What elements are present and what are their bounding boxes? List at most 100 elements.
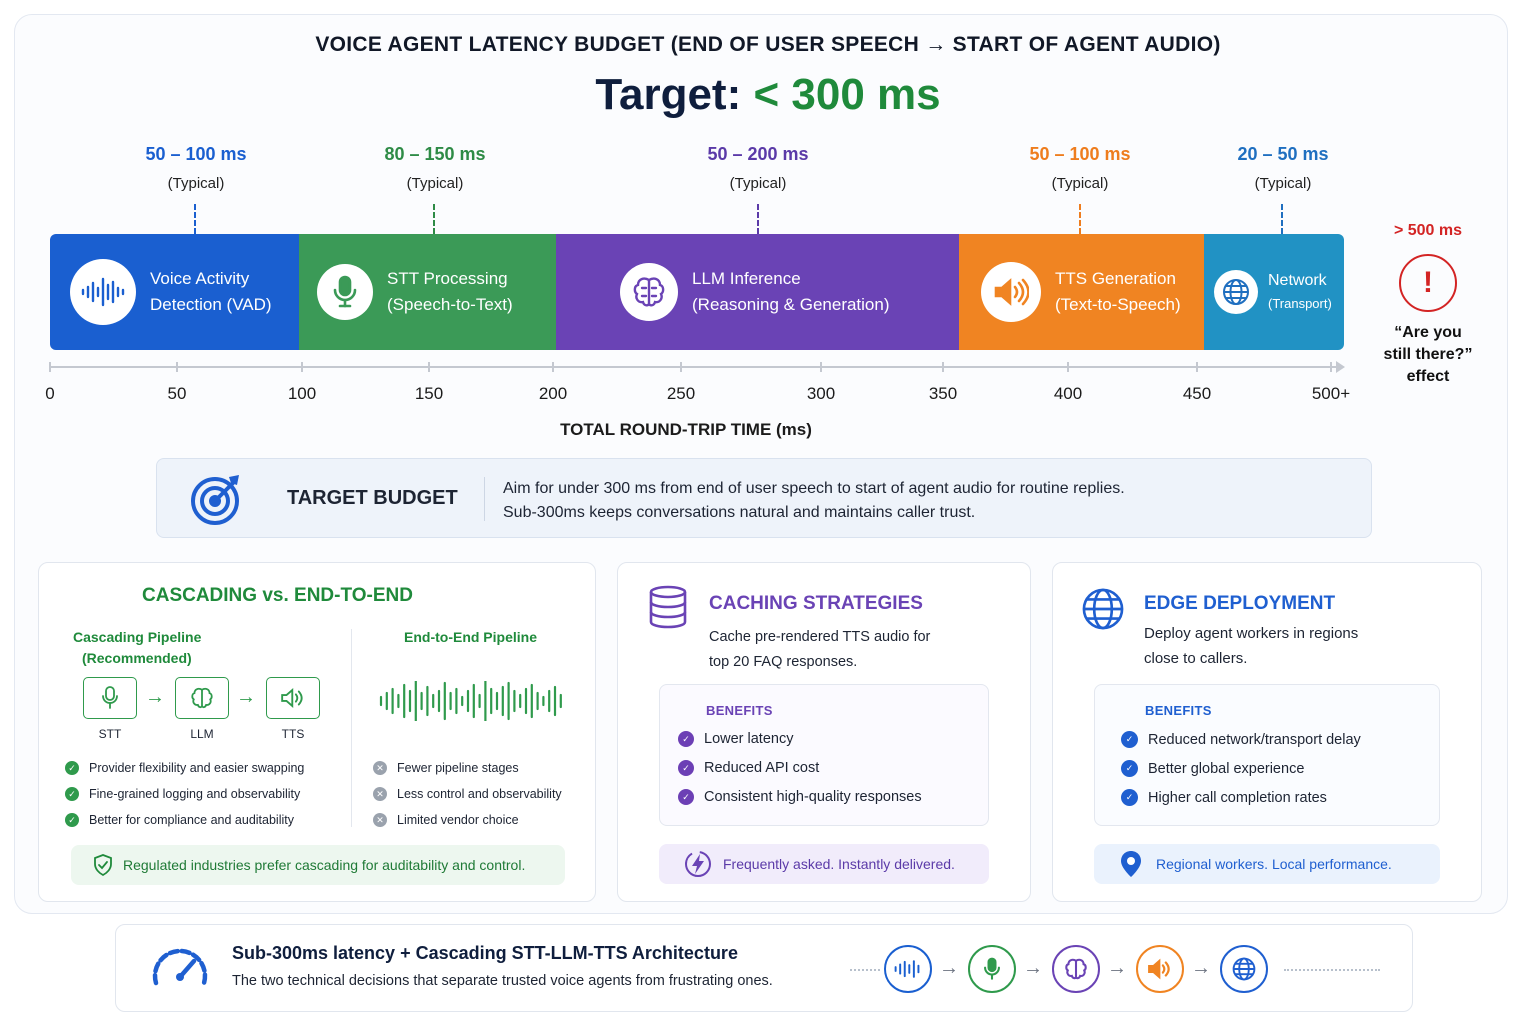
check-icon: ✓ [678, 760, 694, 776]
segment-network: Network (Transport) [1204, 234, 1344, 350]
stt-step-box [83, 677, 137, 719]
range-typical: (Typical) [406, 175, 464, 192]
budget-text: Aim for under 300 ms from end of user sp… [503, 477, 1125, 525]
segment-line2: Detection (VAD) [150, 295, 272, 314]
range-stt: 80 – 150 ms (Typical) [335, 144, 535, 192]
location-pin-icon [1121, 851, 1141, 877]
segment-line1: Network [1268, 272, 1327, 289]
arrow-right-icon: → [1191, 957, 1211, 979]
summary-banner: Sub-300ms latency + Cascading STT-LLM-TT… [115, 924, 1413, 1012]
benefits-heading: BENEFITS [1145, 703, 1212, 718]
axis-tick-mark [49, 362, 51, 372]
budget-title: TARGET BUDGET [287, 487, 458, 509]
target-icon [189, 473, 245, 532]
alert-icon: ! [1399, 254, 1457, 312]
microphone-icon [968, 945, 1016, 993]
benefit-item: ✓ Higher call completion rates [1121, 789, 1327, 806]
segment-stt: STT Processing (Speech-to-Text) [299, 234, 557, 350]
range-value: 50 – 100 ms [145, 144, 247, 164]
lightning-icon [685, 851, 711, 877]
cascading-heading: Cascading Pipeline (Recommended) [73, 627, 201, 669]
edge-footer: Regional workers. Local performance. [1094, 844, 1440, 884]
axis-tick-mark [1067, 362, 1069, 372]
range-network: 20 – 50 ms (Typical) [1183, 144, 1383, 192]
divider [484, 477, 485, 521]
cascading-footer: Regulated industries prefer cascading fo… [71, 845, 565, 885]
range-connector [1281, 204, 1283, 234]
pro-item: ✓ Better for compliance and auditability [65, 813, 294, 827]
summary-title: Sub-300ms latency + Cascading STT-LLM-TT… [232, 943, 738, 963]
globe-icon [1081, 587, 1125, 636]
axis-tick-label: 400 [1053, 384, 1083, 403]
segment-vad: Voice Activity Detection (VAD) [50, 234, 300, 350]
tts-step-box [266, 677, 320, 719]
cascading-heading-line1: Cascading Pipeline [73, 629, 202, 645]
x-icon: ✕ [373, 761, 387, 775]
axis-tick-mark [942, 362, 944, 372]
axis-tick-label: 350 [928, 384, 958, 403]
segment-label: Network (Transport) [1268, 269, 1332, 315]
summary-subtitle: The two technical decisions that separat… [232, 973, 773, 989]
globe-icon [1220, 945, 1268, 993]
target-heading: Target: < 300 ms [0, 70, 1536, 120]
axis-tick-mark [301, 362, 303, 372]
check-icon: ✓ [678, 789, 694, 805]
latency-warning: > 500 ms ! “Are you still there?” effect [1376, 222, 1480, 388]
segment-line2: (Reasoning & Generation) [692, 295, 890, 314]
axis-tick-label: 200 [538, 384, 568, 403]
segment-line1: Voice Activity [150, 269, 250, 288]
edge-benefits: BENEFITS ✓ Reduced network/transport dela… [1094, 684, 1440, 826]
benefit-item: ✓ Reduced network/transport delay [1121, 731, 1361, 748]
page-title: VOICE AGENT LATENCY BUDGET (END OF USER … [315, 33, 1221, 56]
e2e-heading: End-to-End Pipeline [404, 629, 537, 645]
segment-line2: (Speech-to-Text) [387, 295, 513, 314]
segment-line1: TTS Generation [1055, 269, 1176, 288]
con-item: ✕ Limited vendor choice [373, 813, 519, 827]
cascading-card: CASCADING vs. END-TO-END Cascading Pipel… [38, 562, 596, 902]
waveform-icon [70, 259, 136, 325]
segment-line2: (Text-to-Speech) [1055, 295, 1181, 314]
range-value: 50 – 100 ms [1029, 144, 1131, 164]
edge-description: Deploy agent workers in regions close to… [1144, 625, 1359, 667]
pro-item: ✓ Provider flexibility and easier swappin… [65, 761, 304, 775]
microphone-icon [317, 264, 373, 320]
caching-description: Cache pre-rendered TTS audio for top 20 … [709, 629, 931, 670]
warning-threshold: > 500 ms [1393, 222, 1463, 239]
axis-tick-label: 0 [45, 384, 55, 403]
cascading-title: CASCADING vs. END-TO-END [142, 585, 413, 606]
range-vad: 50 – 100 ms (Typical) [96, 144, 296, 192]
speaker-icon [981, 262, 1041, 322]
step-label-stt: STT [98, 727, 122, 741]
axis-title: TOTAL ROUND-TRIP TIME (ms) [560, 420, 812, 439]
llm-step-box [175, 677, 229, 719]
axis-tick-mark [1330, 362, 1332, 372]
segment-line2: (Transport) [1268, 296, 1332, 311]
caching-footer: Frequently asked. Instantly delivered. [659, 844, 989, 884]
axis-tick-label: 150 [414, 384, 444, 403]
check-icon: ✓ [65, 761, 79, 775]
range-connector [433, 204, 435, 234]
target-prefix: Target: [595, 70, 742, 119]
arrow-right-icon: → [939, 957, 959, 979]
brain-icon [620, 263, 678, 321]
caching-benefits: BENEFITS ✓ Lower latency ✓ Reduced API cos… [659, 684, 989, 826]
check-icon: ✓ [1121, 789, 1138, 806]
budget-line1: Aim for under 300 ms from end of user sp… [503, 480, 1125, 497]
range-typical: (Typical) [1051, 175, 1109, 192]
axis-tick-mark [428, 362, 430, 372]
axis-tick-mark [680, 362, 682, 372]
x-icon: ✕ [373, 813, 387, 827]
range-typical: (Typical) [167, 175, 225, 192]
check-icon: ✓ [65, 813, 79, 827]
target-budget-panel: TARGET BUDGET Aim for under 300 ms from … [156, 458, 1372, 538]
warning-line3: effect [1406, 368, 1450, 385]
edge-title: EDGE DEPLOYMENT [1144, 593, 1336, 614]
segment-label: Voice Activity Detection (VAD) [150, 266, 272, 318]
microphone-icon [102, 686, 118, 709]
waveform-icon [377, 679, 567, 726]
caching-title: CACHING STRATEGIES [709, 593, 923, 614]
x-icon: ✕ [373, 787, 387, 801]
check-icon: ✓ [1121, 760, 1138, 777]
budget-line2: Sub-300ms keeps conversations natural an… [503, 504, 976, 521]
axis-arrow-icon [1336, 361, 1345, 373]
